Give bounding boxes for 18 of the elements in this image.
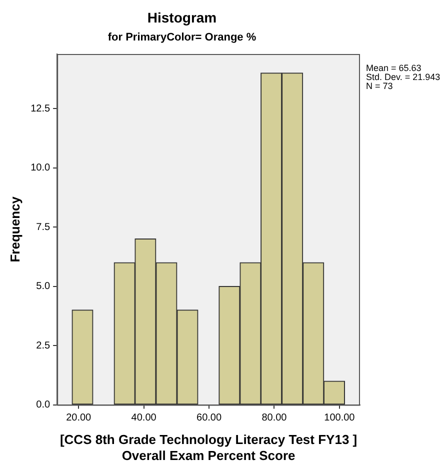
x-tick-label: 40.00 <box>131 412 157 424</box>
text: Std. Dev. = 21.943 <box>366 72 440 82</box>
chart-subtitle: for PrimaryColor= Orange % <box>108 31 256 44</box>
x-axis-title: [CCS 8th Grade Technology Literacy Test FY13 ] Overall Exam Percent Score <box>60 432 358 463</box>
x-tick-label: 20.00 <box>66 412 92 424</box>
y-tick-label: 2.5 <box>36 340 50 352</box>
text: Mean = 65.63 <box>366 62 422 73</box>
y-tick-label: 7.5 <box>36 222 50 233</box>
y-tick-label: 0.0 <box>36 400 50 411</box>
y-tick-label: 5.0 <box>36 281 50 292</box>
y-axis-title: Frequency <box>7 196 22 262</box>
y-tick-label: 10.0 <box>30 162 50 174</box>
x-tick-label: 80.00 <box>262 412 288 424</box>
x-tick-label: 60.00 <box>196 412 222 424</box>
text: N = 73 <box>366 80 393 91</box>
y-tick-label: 12.5 <box>30 103 50 114</box>
x-tick-label: 100.00 <box>324 412 356 424</box>
chart-title: Histogram <box>147 9 217 26</box>
